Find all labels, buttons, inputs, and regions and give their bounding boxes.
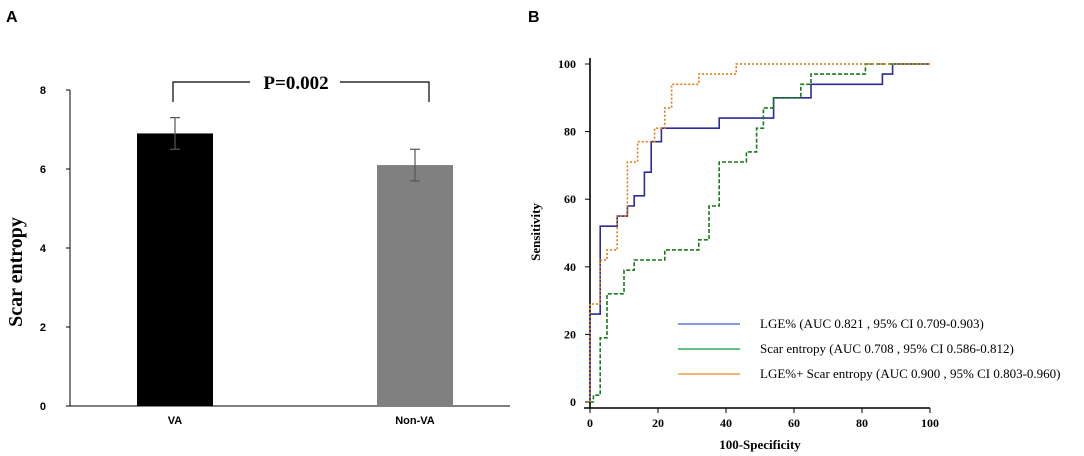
panel-b-roc-chart: 0 20 40 60 80 100 0 20 40 60 80 100 LGE% (AUC 0.82… bbox=[528, 57, 1061, 452]
category-label: VA bbox=[168, 415, 183, 427]
panel-b-x-ticks: 0 20 40 60 80 100 bbox=[587, 408, 939, 430]
y-tick-label: 100 bbox=[558, 57, 576, 71]
p-value-label: P=0.002 bbox=[263, 73, 328, 94]
panel-b-y-axis-label: Sensitivity bbox=[528, 203, 543, 261]
y-tick-label: 0 bbox=[570, 395, 576, 409]
panel-a-y-axis-label: Scar entropy bbox=[5, 217, 27, 327]
panel-a-error-bars bbox=[170, 117, 420, 182]
legend-label: LGE%+ Scar entropy (AUC 0.900 , 95% CI 0… bbox=[760, 366, 1061, 381]
y-tick-label: 20 bbox=[564, 327, 576, 341]
x-tick-label: 0 bbox=[587, 416, 593, 430]
y-tick-label: 4 bbox=[40, 243, 47, 255]
x-tick-label: 40 bbox=[720, 416, 732, 430]
bracket-line bbox=[172, 81, 430, 102]
panel-a-category-labels: VA Non-VA bbox=[168, 415, 435, 427]
y-tick-label: 40 bbox=[564, 260, 576, 274]
x-tick-label: 60 bbox=[788, 416, 800, 430]
panel-b-y-ticks: 0 20 40 60 80 100 bbox=[558, 57, 590, 409]
roc-curve-2 bbox=[590, 63, 930, 403]
panel-a-letter: A bbox=[6, 9, 18, 26]
category-label: Non-VA bbox=[395, 415, 435, 427]
significance-bracket: P=0.002 bbox=[172, 73, 430, 102]
bar-non-va bbox=[377, 165, 453, 406]
panel-a-bar-chart: 0 2 4 6 8 VA Non-VA P=0.002 Scar entropy bbox=[5, 73, 510, 427]
x-tick-label: 100 bbox=[921, 416, 939, 430]
panel-b-x-axis-label: 100-Specificity bbox=[719, 437, 801, 452]
y-tick-label: 80 bbox=[564, 125, 576, 139]
panel-b-roc-curves bbox=[589, 63, 930, 403]
x-tick-label: 20 bbox=[652, 416, 664, 430]
y-tick-label: 2 bbox=[40, 322, 46, 334]
panel-a-y-ticks: 0 2 4 6 8 bbox=[40, 85, 70, 413]
panel-a-bars bbox=[137, 133, 453, 406]
legend-label: Scar entropy (AUC 0.708 , 95% CI 0.586-0… bbox=[760, 341, 1014, 356]
panel-b-legend: LGE% (AUC 0.821 , 95% CI 0.709-0.903) Sca… bbox=[678, 316, 1061, 381]
y-tick-label: 0 bbox=[40, 401, 46, 413]
panel-b-letter: B bbox=[528, 9, 540, 26]
y-tick-label: 8 bbox=[40, 85, 46, 97]
y-tick-label: 60 bbox=[564, 192, 576, 206]
roc-curve-3 bbox=[589, 63, 930, 402]
bar-va bbox=[137, 133, 213, 406]
x-tick-label: 80 bbox=[856, 416, 868, 430]
legend-label: LGE% (AUC 0.821 , 95% CI 0.709-0.903) bbox=[760, 316, 984, 331]
y-tick-label: 6 bbox=[40, 164, 46, 176]
